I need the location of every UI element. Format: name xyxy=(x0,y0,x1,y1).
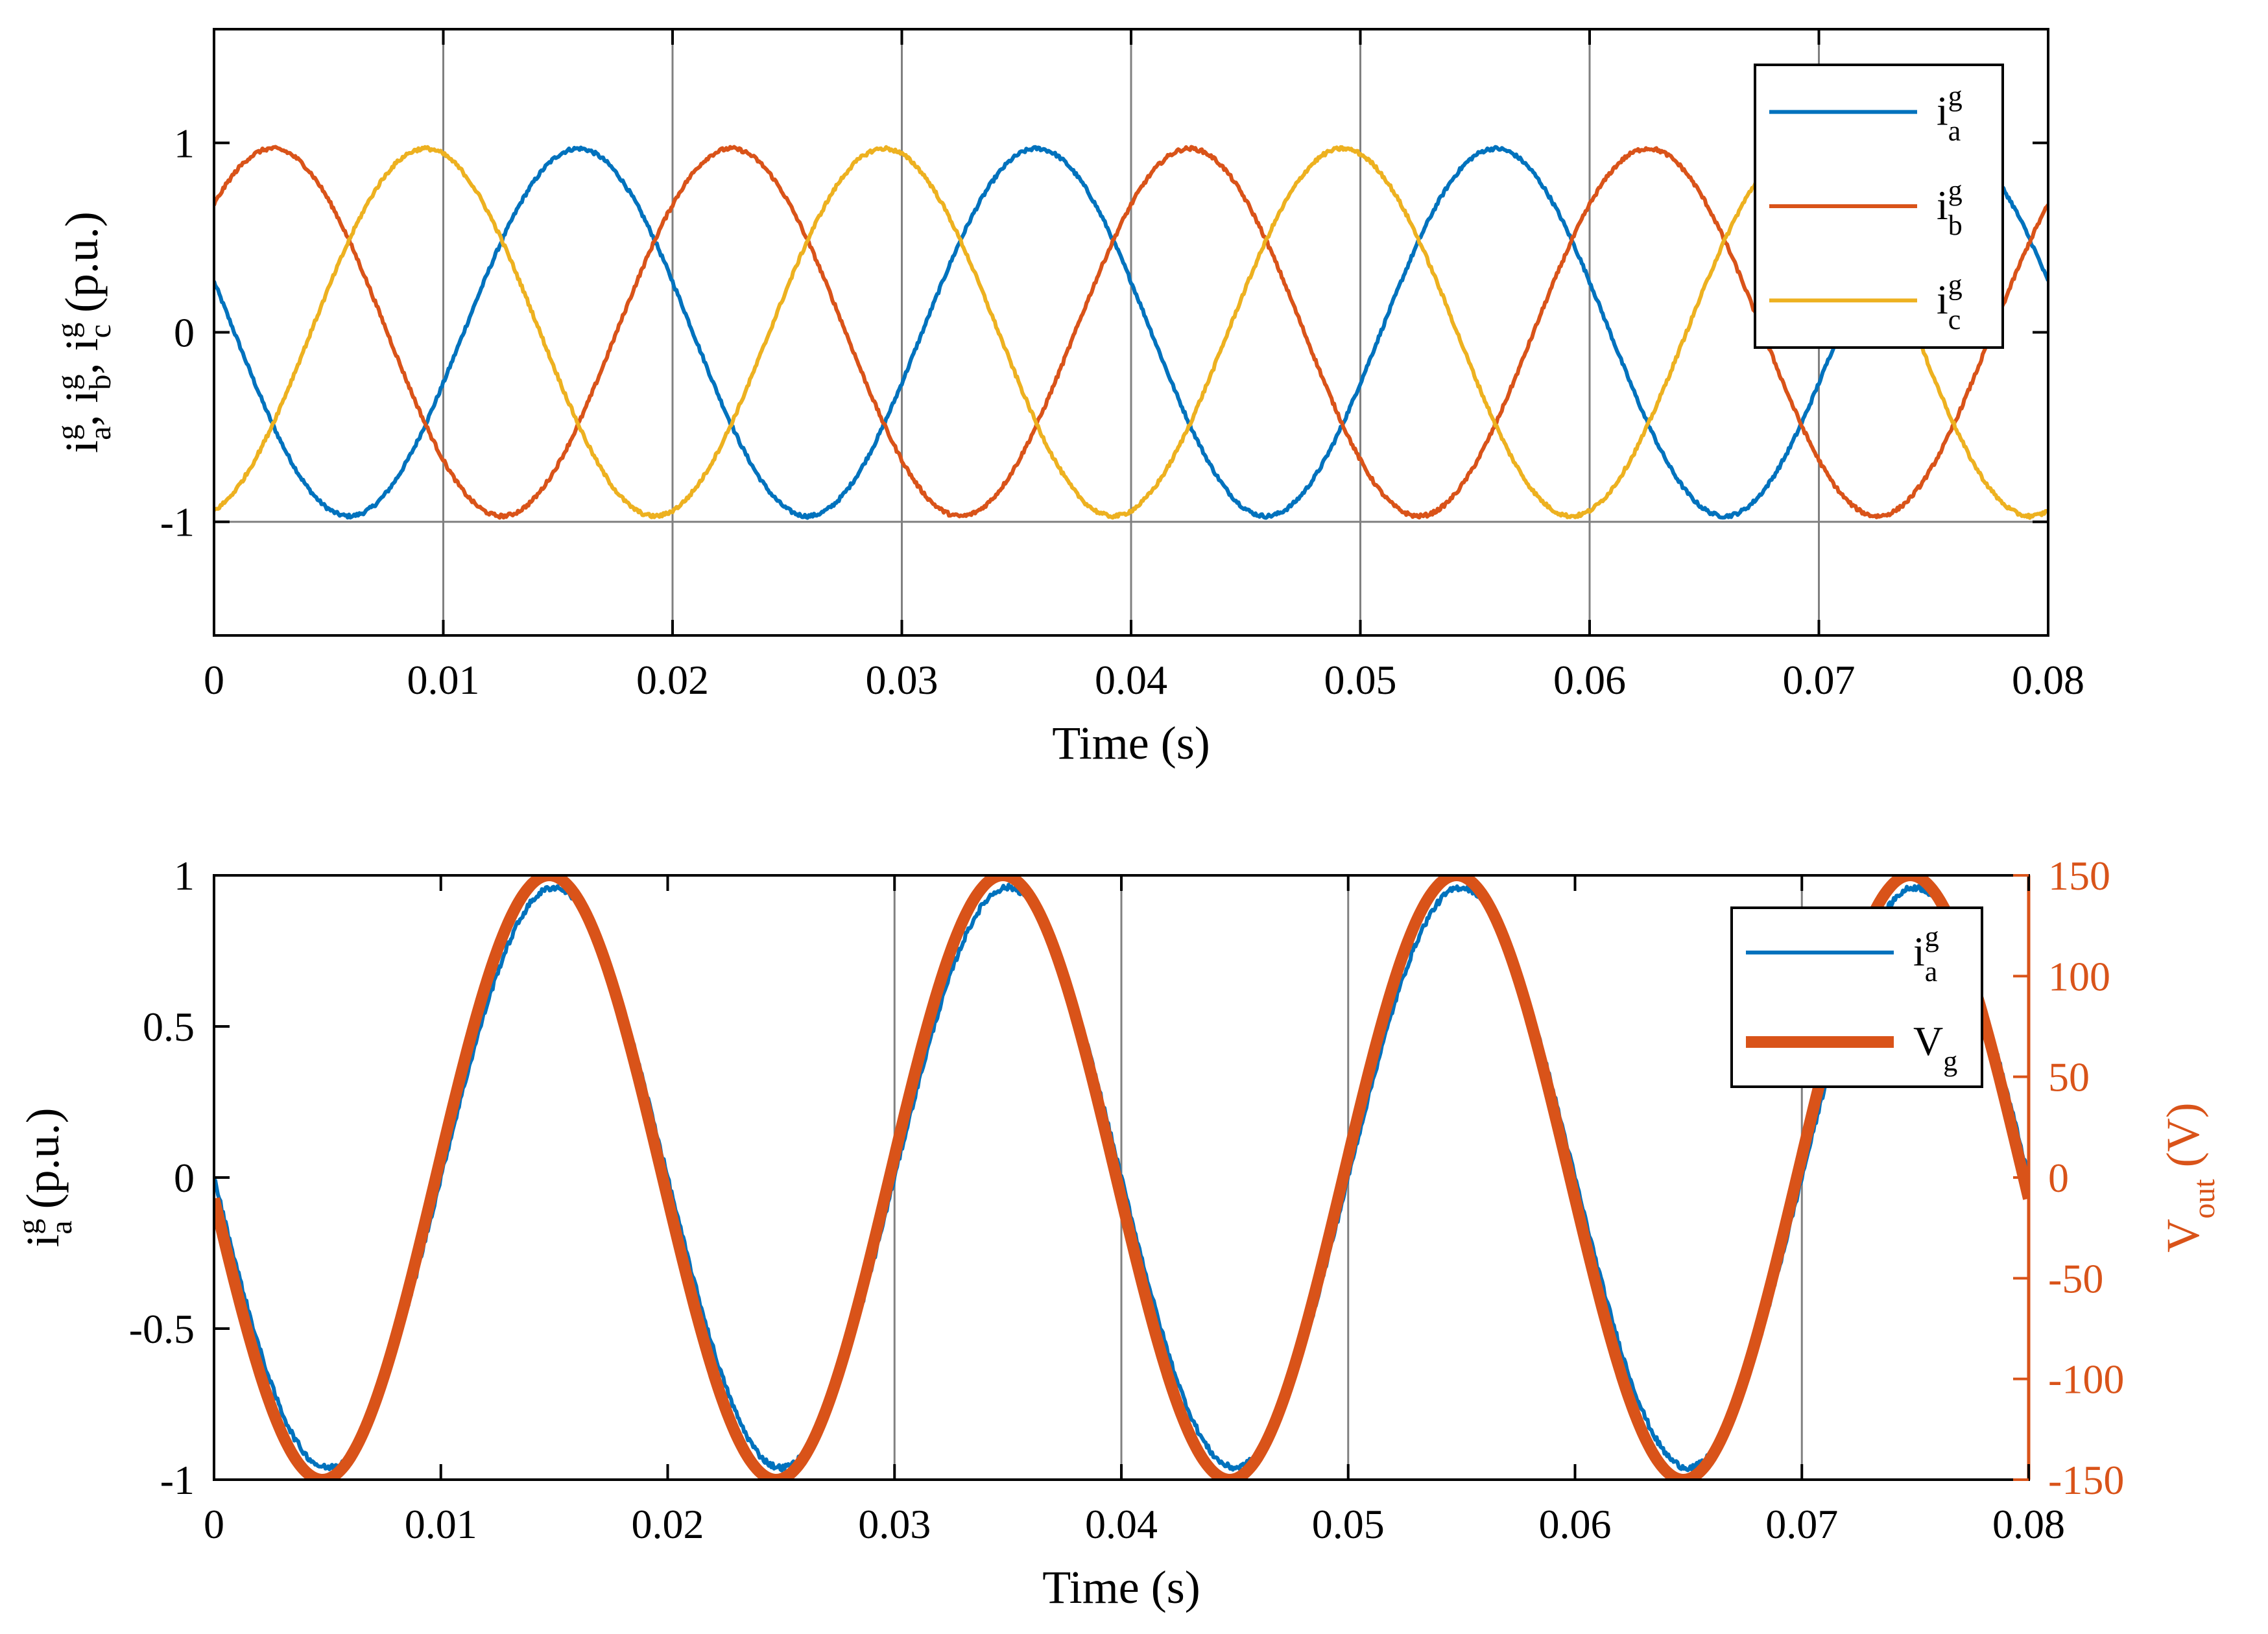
y-axis-title-base: i xyxy=(56,390,108,403)
series-line xyxy=(214,145,2048,520)
y-right-tick-label: -100 xyxy=(2048,1356,2124,1403)
legend-label-base: V xyxy=(1913,1018,1943,1064)
legend-label: ig a xyxy=(1937,80,1963,147)
y-axis-title-base: (p.u.) xyxy=(17,1107,69,1209)
x-tick-label: 0 xyxy=(204,657,224,703)
x-tick-label: 0.03 xyxy=(866,657,938,703)
y-right-axis-title: Vout (V) xyxy=(2157,1102,2221,1252)
y-right-tick-label: -150 xyxy=(2048,1457,2124,1503)
chart-top: 0 0.01 0.02 0.03 0.04 0.05 0.06 0.07 0.08 -1 0 1 Tim… xyxy=(51,28,2084,769)
legend-label: ig c xyxy=(1937,268,1963,335)
x-tick-label: 0.03 xyxy=(858,1501,931,1547)
y-axis-title-sep xyxy=(56,313,108,324)
legend-label-sub: a xyxy=(1948,115,1961,147)
legend-label-sup: g xyxy=(1948,174,1963,206)
x-tick-label: 0.08 xyxy=(2012,657,2084,703)
y-tick-label: -1 xyxy=(160,499,195,545)
y-axis-title-base: i xyxy=(56,338,108,351)
legend-label-sub: a xyxy=(1925,956,1938,988)
legend-label-base: i xyxy=(1937,182,1948,228)
y-right-tick-label: 0 xyxy=(2048,1155,2069,1201)
plot-area xyxy=(214,875,2029,1480)
y-axis-title-sup: g xyxy=(51,425,85,440)
x-axis-title: Time (s) xyxy=(1052,717,1210,769)
y-axis-title-base: i xyxy=(17,1235,69,1248)
y-tick-label: 0 xyxy=(174,1155,195,1201)
y-right-tick-label: 100 xyxy=(2048,953,2110,999)
y-axis-title-sub: a xyxy=(83,426,117,440)
legend-label-sub: b xyxy=(1948,209,1963,241)
x-tick-label: 0.07 xyxy=(1783,657,1856,703)
y-tick-label: -1 xyxy=(160,1457,195,1503)
legend: ig aig big c xyxy=(1754,64,2004,349)
x-tick-label: 0.02 xyxy=(636,657,709,703)
x-tick-label: 0.05 xyxy=(1324,657,1397,703)
x-tick-label: 0.05 xyxy=(1312,1501,1385,1547)
legend: ig aVg xyxy=(1730,906,1983,1088)
x-tick-label: 0.07 xyxy=(1765,1501,1838,1547)
series-line xyxy=(214,145,2048,520)
x-tick-label: 0.02 xyxy=(632,1501,704,1547)
legend-label: ig b xyxy=(1937,174,1963,241)
chart-bottom: 0 0.01 0.02 0.03 0.04 0.05 0.06 0.07 0.08 -1 -0.5 0… xyxy=(12,853,2221,1613)
legend-label: Vg xyxy=(1913,1018,1957,1077)
y-tick-label: -0.5 xyxy=(129,1306,195,1352)
legend-label-sub: c xyxy=(1948,303,1961,335)
y-tick-label: 1 xyxy=(174,853,195,899)
y-right-title-tail: (V) xyxy=(2157,1102,2209,1179)
y-right-title-sub: out xyxy=(2187,1179,2221,1219)
plot-area xyxy=(214,145,2048,520)
y-axis-title-sub: a xyxy=(44,1220,78,1234)
y-axis-title-sep: , xyxy=(56,351,108,374)
y-tick-label: 0.5 xyxy=(143,1004,195,1050)
y-axis-title-sep: , xyxy=(56,403,108,426)
y-axis-title-sep xyxy=(17,1209,69,1220)
y-right-tick-label: -50 xyxy=(2048,1255,2103,1301)
legend-label: ig a xyxy=(1913,921,1939,988)
y-axis-title-base: i xyxy=(56,440,108,453)
series-line xyxy=(214,875,2029,1480)
legend-label-sub: g xyxy=(1943,1045,1957,1077)
legend-label-base: i xyxy=(1937,276,1948,322)
x-tick-label: 0.01 xyxy=(405,1501,477,1547)
legend-label-sup: g xyxy=(1925,921,1939,953)
x-tick-label: 0.06 xyxy=(1553,657,1626,703)
y-right-tick-label: 50 xyxy=(2048,1054,2090,1100)
y-right-tick-label: 150 xyxy=(2048,853,2110,899)
series-line xyxy=(214,145,2048,520)
x-tick-label: 0.06 xyxy=(1539,1501,1612,1547)
y-axis-title-sup: g xyxy=(12,1219,46,1235)
y-right-title-base: V xyxy=(2157,1219,2209,1253)
x-tick-label: 0.04 xyxy=(1085,1501,1158,1547)
legend-label-base: i xyxy=(1937,88,1948,134)
y-tick-label: 1 xyxy=(174,120,195,166)
y-axis-title-base: (p.u.) xyxy=(56,211,108,313)
x-tick-label: 0 xyxy=(204,1501,224,1547)
y-axis-title-sub: c xyxy=(83,324,117,338)
y-axis-title-sup: g xyxy=(51,322,85,338)
legend-box xyxy=(1730,906,1983,1088)
x-tick-label: 0.08 xyxy=(1992,1501,2065,1547)
x-tick-label: 0.01 xyxy=(407,657,480,703)
y-axis-title-sup: g xyxy=(51,374,85,390)
legend-label-sup: g xyxy=(1948,80,1963,112)
y-axis-title-sub: b xyxy=(83,374,117,390)
x-tick-label: 0.04 xyxy=(1095,657,1167,703)
y-axis-title: iga (p.u.) xyxy=(12,1107,78,1247)
legend-label-base: i xyxy=(1913,929,1925,975)
legend-label-sup: g xyxy=(1948,268,1963,300)
x-axis-title: Time (s) xyxy=(1042,1561,1200,1613)
y-tick-label: 0 xyxy=(174,310,195,356)
y-axis-title: iga, igb, igc (p.u.) xyxy=(51,211,117,453)
